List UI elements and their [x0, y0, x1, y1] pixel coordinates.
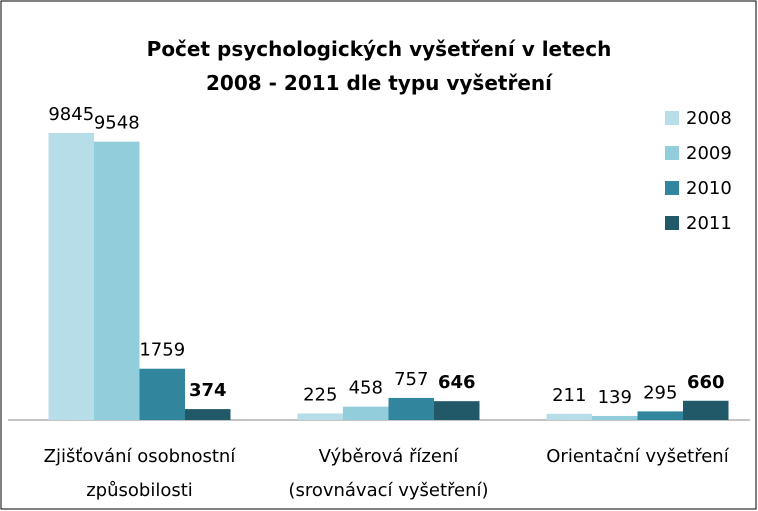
bar	[683, 400, 729, 420]
legend-label: 2008	[686, 108, 732, 129]
bar	[592, 415, 638, 420]
data-label: 225	[303, 384, 337, 405]
legend-label: 2011	[686, 213, 732, 234]
data-label: 211	[552, 385, 586, 406]
legend-swatch	[665, 111, 679, 125]
data-label: 9548	[94, 113, 140, 134]
bar	[297, 413, 343, 420]
bar	[546, 413, 592, 420]
bar	[343, 406, 389, 420]
bar	[48, 133, 94, 420]
bar	[139, 368, 185, 420]
data-label: 295	[643, 382, 677, 403]
legend-label: 2010	[686, 178, 732, 199]
data-label: 646	[438, 372, 476, 393]
data-label: 374	[189, 380, 227, 401]
data-label: 458	[349, 378, 383, 399]
data-label: 9845	[48, 104, 94, 125]
data-label: 757	[394, 369, 428, 390]
legend-swatch	[665, 216, 679, 230]
bar	[94, 141, 140, 421]
bar	[637, 411, 683, 420]
x-tick-label: Orientační vyšetření	[546, 446, 729, 467]
x-tick-label: Výběrová řízení (srovnávací vyšetření)	[288, 446, 489, 501]
bar	[434, 401, 480, 420]
bar	[185, 409, 231, 420]
data-label: 1759	[139, 340, 185, 361]
x-tick-label: Zjišťování osobnostní způsobilosti	[43, 446, 236, 501]
chart-title: Počet psychologických vyšetření v letech…	[146, 37, 612, 95]
legend-label: 2009	[686, 143, 732, 164]
data-label: 660	[687, 372, 725, 393]
data-label: 139	[598, 387, 632, 408]
bar	[388, 397, 434, 420]
legend-swatch	[665, 181, 679, 195]
legend-swatch	[665, 146, 679, 160]
